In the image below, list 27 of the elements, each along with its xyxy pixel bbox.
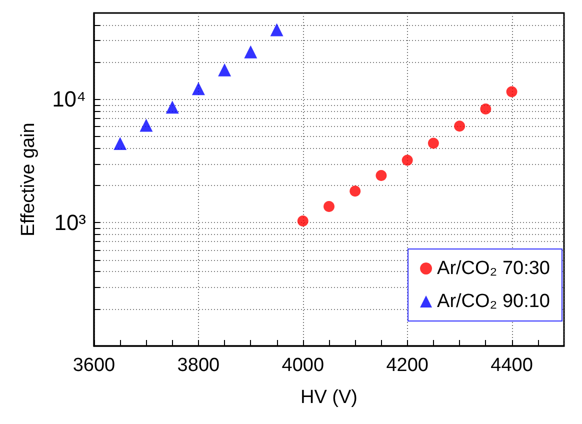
point (140, 118, 153, 132)
x-tick-label: 3600 (72, 355, 116, 376)
x-tick-label: 4400 (490, 355, 533, 376)
y-tick-label: 10³ (54, 210, 86, 236)
legend-label: Ar/CO₂ 70:30 (437, 258, 550, 279)
point (114, 136, 127, 150)
legend-label: Ar/CO₂ 90:10 (437, 291, 550, 312)
point (480, 103, 492, 114)
point (376, 170, 387, 181)
x-axis-title: HV (V) (300, 387, 358, 408)
point (428, 138, 439, 149)
point (350, 186, 361, 197)
point (166, 100, 179, 114)
y-tick-label: 10⁴ (52, 86, 86, 112)
point (297, 216, 308, 227)
point (324, 201, 334, 212)
point (218, 63, 232, 76)
x-tick-label: 3800 (177, 355, 220, 376)
point (506, 86, 518, 98)
point (270, 23, 284, 36)
x-tick-label: 4200 (386, 355, 428, 376)
point (192, 82, 205, 96)
point (454, 120, 466, 132)
x-tick-label: 4000 (282, 355, 324, 376)
point (402, 154, 413, 166)
y-axis-title: Effective gain (18, 122, 39, 236)
point (244, 45, 258, 58)
